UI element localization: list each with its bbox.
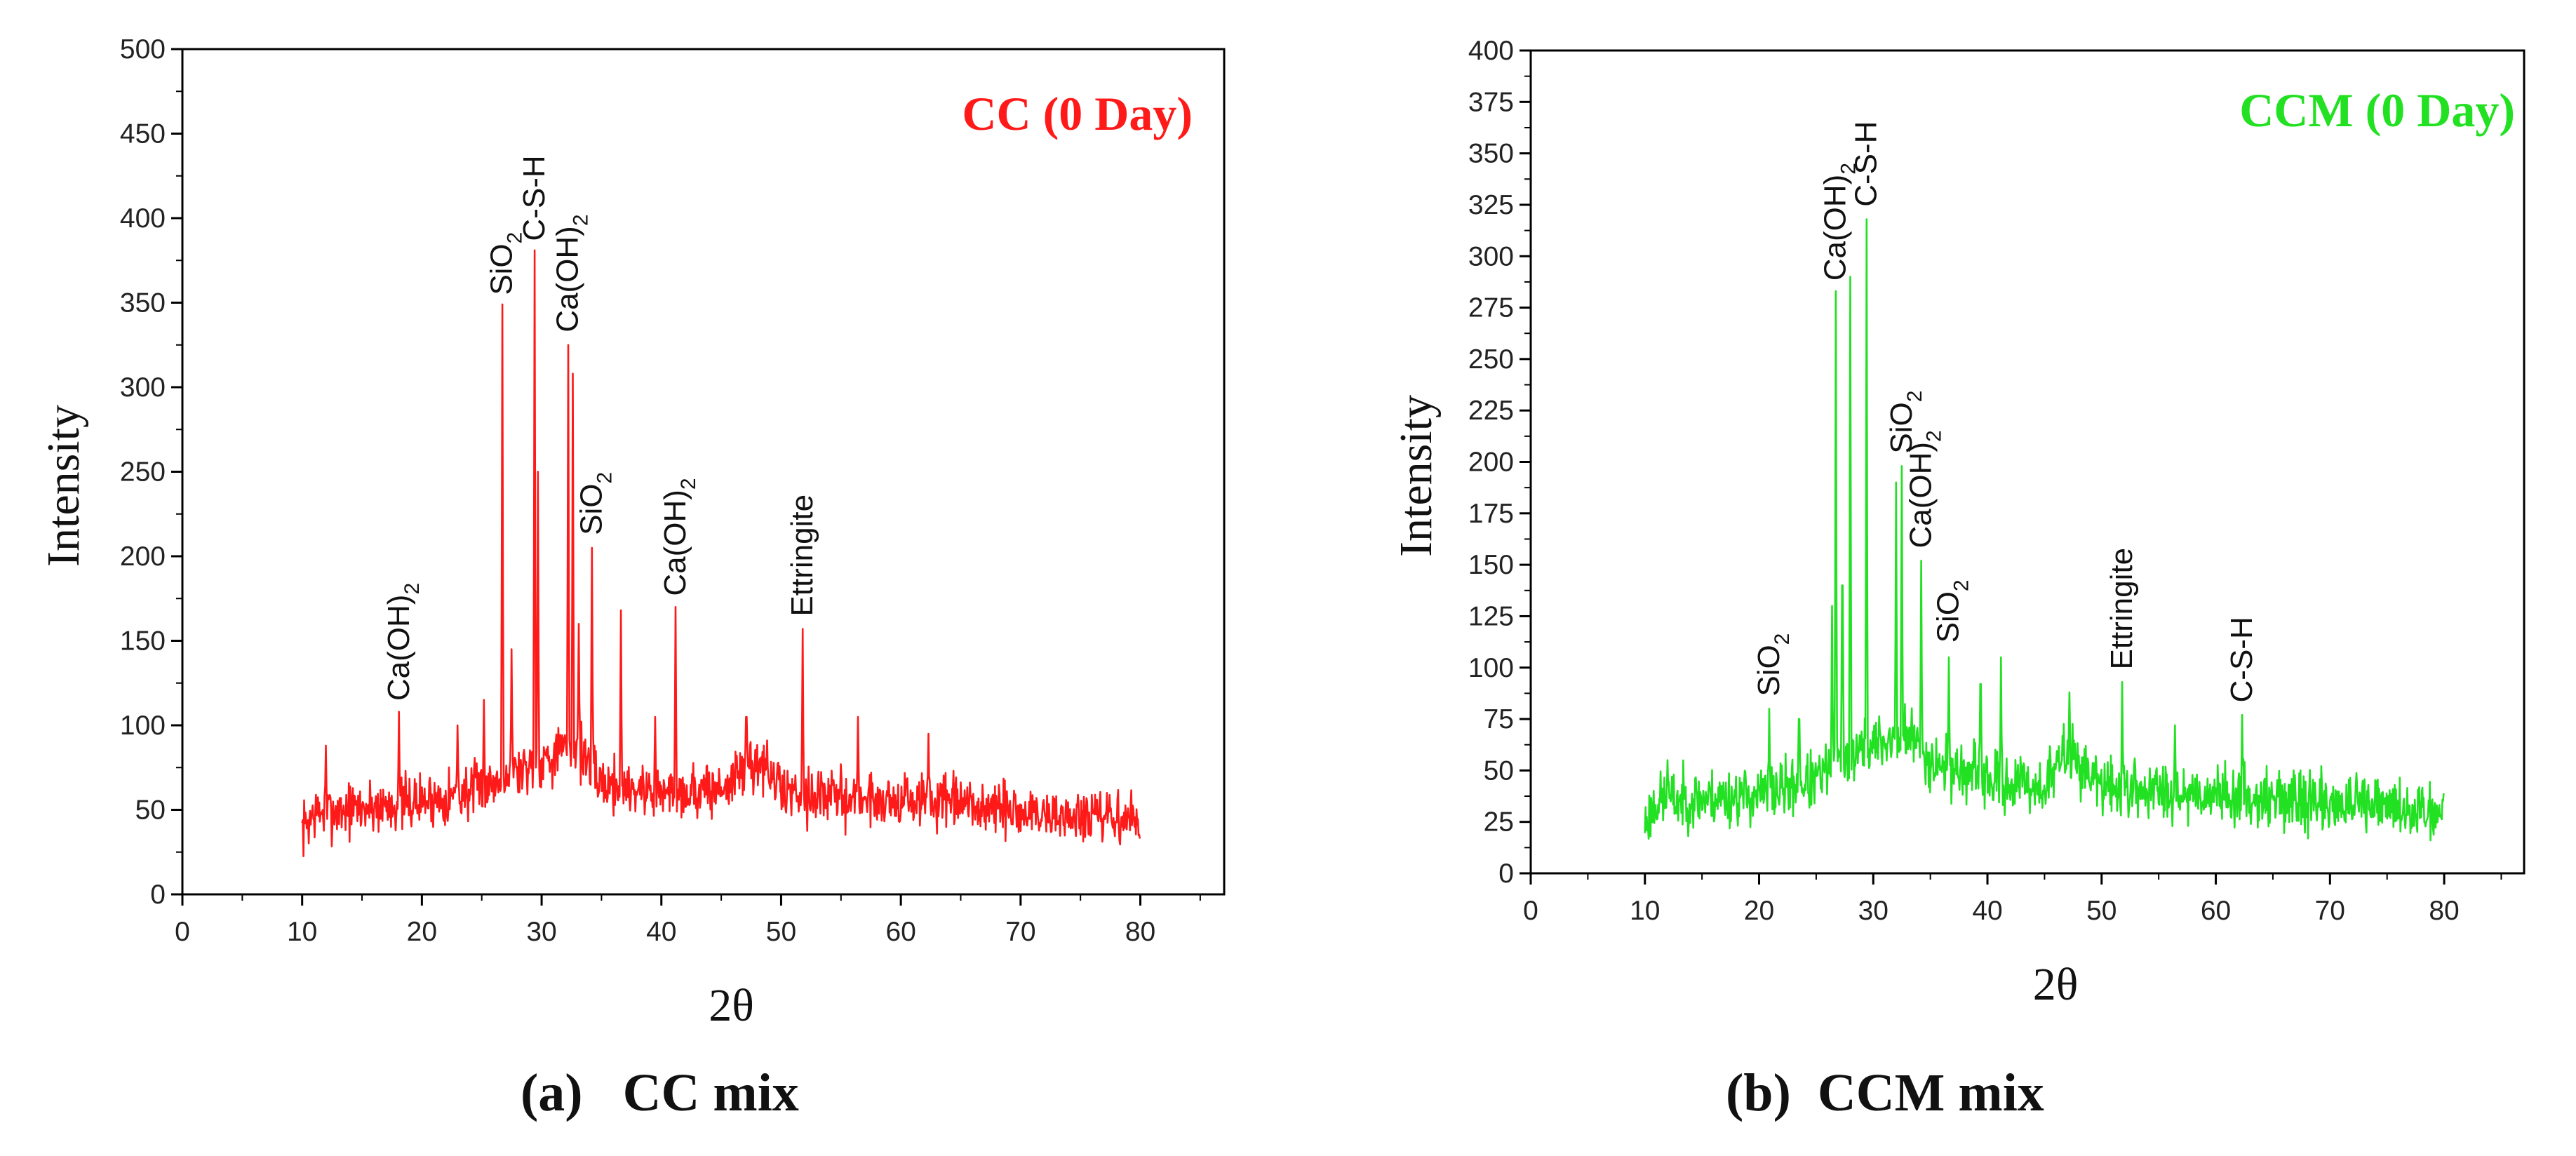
peak-label: Ettringite — [785, 495, 819, 617]
x-tick-label: 60 — [885, 917, 915, 947]
y-tick-label: 250 — [1468, 344, 1514, 375]
y-tick-label: 200 — [1468, 448, 1514, 478]
y-tick-label: 200 — [120, 542, 166, 572]
y-tick-label: 300 — [1468, 241, 1514, 271]
peak-label: SiO2 — [485, 232, 527, 295]
x-tick-label: 10 — [1630, 896, 1660, 926]
y-tick-label: 50 — [135, 795, 166, 826]
chart-panel-ccm: 0255075100125150175200225250275300325350… — [1390, 36, 2525, 1010]
peak-label: Ettringite — [2105, 548, 2139, 670]
peak-label: Ca(OH)2 — [1818, 163, 1860, 281]
y-tick-label: 100 — [120, 711, 166, 741]
peak-label: C-S-H — [517, 155, 551, 241]
plot-frame — [1529, 49, 2525, 875]
xrd-trace — [1644, 218, 2445, 842]
xrd-trace — [301, 249, 1141, 857]
y-tick-label: 250 — [120, 457, 166, 488]
y-tick-label: 350 — [120, 288, 166, 318]
x-tick-label: 20 — [407, 917, 437, 947]
y-tick-label: 150 — [1468, 550, 1514, 580]
y-tick-label: 350 — [1468, 139, 1514, 169]
y-tick-label: 150 — [120, 626, 166, 657]
y-tick-label: 375 — [1468, 87, 1514, 117]
panel-title: CCM (0 Day) — [2239, 83, 2515, 137]
x-tick-label: 10 — [287, 917, 317, 947]
x-tick-label: 70 — [2315, 896, 2345, 926]
x-tick-label: 0 — [1523, 896, 1538, 926]
peak-label: C-S-H — [1849, 121, 1884, 207]
y-tick-label: 275 — [1468, 293, 1514, 323]
peak-label: Ca(OH)2 — [551, 214, 593, 332]
peak-label: SiO2 — [1752, 633, 1794, 697]
y-tick-label: 450 — [120, 119, 166, 149]
x-tick-label: 0 — [175, 917, 190, 947]
y-tick-label: 125 — [1468, 601, 1514, 631]
x-tick-label: 60 — [2201, 896, 2231, 926]
plot-frame — [181, 48, 1226, 896]
x-tick-label: 80 — [1125, 917, 1155, 947]
peak-label: SiO2 — [1931, 579, 1973, 643]
peak-label: SiO2 — [575, 472, 617, 535]
x-tick-label: 50 — [766, 917, 796, 947]
y-tick-label: 75 — [1484, 704, 1514, 734]
peak-label: Ca(OH)2 — [1904, 430, 1946, 548]
y-tick-label: 25 — [1484, 807, 1514, 838]
x-tick-label: 80 — [2429, 896, 2459, 926]
x-axis-title: 2θ — [709, 980, 754, 1031]
peak-label: C-S-H — [2225, 617, 2259, 702]
y-tick-label: 300 — [120, 372, 166, 403]
x-tick-label: 40 — [1972, 896, 2002, 926]
x-tick-label: 30 — [526, 917, 556, 947]
x-tick-label: 50 — [2086, 896, 2117, 926]
peak-label: SiO2 — [1884, 391, 1926, 454]
y-tick-label: 400 — [120, 203, 166, 234]
caption-left: (a) CC mix — [521, 1063, 799, 1122]
caption-right: (b) CCM mix — [1726, 1063, 2044, 1122]
y-axis-title: Intensity — [1390, 395, 1442, 557]
x-axis-title: 2θ — [2033, 959, 2079, 1010]
peak-label: Ca(OH)2 — [658, 478, 700, 596]
y-tick-label: 225 — [1468, 396, 1514, 426]
x-tick-label: 70 — [1005, 917, 1035, 947]
y-tick-label: 50 — [1484, 755, 1514, 786]
y-tick-label: 400 — [1468, 36, 1514, 66]
x-tick-label: 40 — [646, 917, 676, 947]
panel-title: CC (0 Day) — [962, 87, 1193, 140]
y-tick-label: 100 — [1468, 653, 1514, 683]
y-tick-label: 175 — [1468, 499, 1514, 529]
peak-label: Ca(OH)2 — [382, 583, 424, 701]
y-axis-title: Intensity — [38, 405, 89, 567]
y-tick-label: 0 — [150, 880, 166, 910]
y-tick-label: 500 — [120, 34, 166, 65]
x-tick-label: 20 — [1744, 896, 1774, 926]
x-tick-label: 30 — [1858, 896, 1889, 926]
y-tick-label: 0 — [1498, 859, 1514, 889]
y-tick-label: 325 — [1468, 190, 1514, 220]
chart-panel-cc: 0 50 100 150 200 250 300 350 400 450 500 0 10 20 30 40 5… — [38, 34, 1226, 1031]
